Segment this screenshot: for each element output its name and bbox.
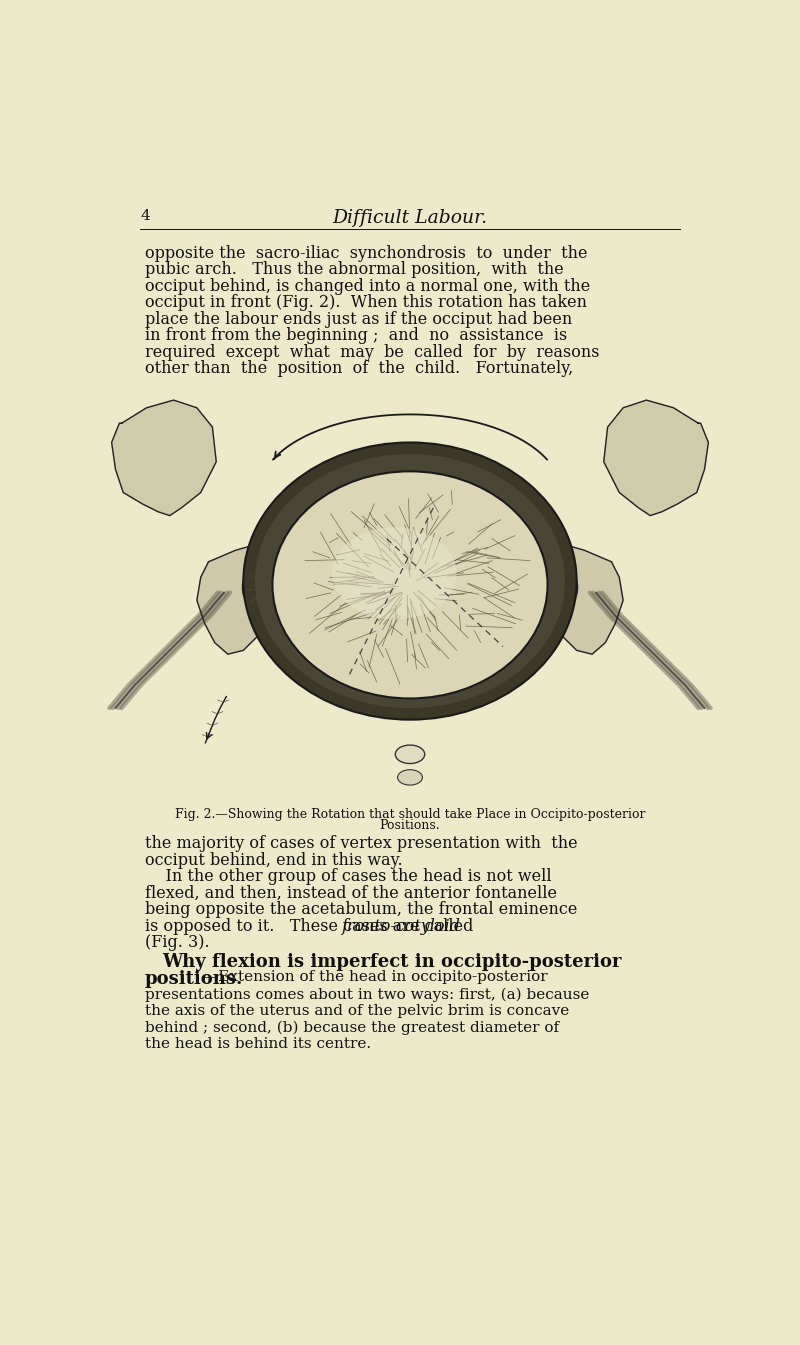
Ellipse shape bbox=[398, 769, 422, 785]
Ellipse shape bbox=[255, 455, 565, 707]
Text: In the other group of cases the head is not well: In the other group of cases the head is … bbox=[145, 869, 551, 885]
Text: flexed, and then, instead of the anterior fontanelle: flexed, and then, instead of the anterio… bbox=[145, 885, 557, 901]
Text: the axis of the uterus and of the pelvic brim is concave: the axis of the uterus and of the pelvic… bbox=[145, 1003, 570, 1018]
Text: Why flexion is imperfect in occipito-posterior: Why flexion is imperfect in occipito-pos… bbox=[162, 952, 622, 971]
Text: Difficult Labour.: Difficult Labour. bbox=[333, 208, 487, 227]
Text: occiput in front (Fig. 2).  When this rotation has taken: occiput in front (Fig. 2). When this rot… bbox=[145, 295, 587, 311]
Text: presentations comes about in two ways: first, (a) because: presentations comes about in two ways: f… bbox=[145, 987, 590, 1002]
Text: 4: 4 bbox=[140, 208, 150, 223]
Text: other than  the  position  of  the  child.   Fortunately,: other than the position of the child. Fo… bbox=[145, 360, 573, 378]
Text: Fig. 2.—Showing the Rotation that should take Place in Occipito-posterior: Fig. 2.—Showing the Rotation that should… bbox=[174, 808, 646, 822]
Text: in front from the beginning ;  and  no  assistance  is: in front from the beginning ; and no ass… bbox=[145, 327, 567, 344]
Polygon shape bbox=[112, 399, 216, 515]
Text: Positions.: Positions. bbox=[380, 819, 440, 833]
Polygon shape bbox=[340, 465, 480, 514]
Text: being opposite the acetabulum, the frontal eminence: being opposite the acetabulum, the front… bbox=[145, 901, 578, 919]
Text: (Fig. 3).: (Fig. 3). bbox=[145, 935, 210, 951]
Ellipse shape bbox=[273, 471, 547, 698]
Text: the majority of cases of vertex presentation with  the: the majority of cases of vertex presenta… bbox=[145, 835, 578, 853]
Ellipse shape bbox=[242, 565, 283, 612]
Text: occiput behind, end in this way.: occiput behind, end in this way. bbox=[145, 851, 402, 869]
Text: fronto-cotyloid: fronto-cotyloid bbox=[342, 917, 461, 935]
Text: place the labour ends just as if the occiput had been: place the labour ends just as if the occ… bbox=[145, 311, 572, 328]
Ellipse shape bbox=[243, 443, 577, 720]
Text: required  except  what  may  be  called  for  by  reasons: required except what may be called for b… bbox=[145, 344, 599, 360]
Ellipse shape bbox=[395, 745, 425, 764]
Text: occiput behind, is changed into a normal one, with the: occiput behind, is changed into a normal… bbox=[145, 277, 590, 295]
Text: opposite the  sacro-iliac  synchondrosis  to  under  the: opposite the sacro-iliac synchondrosis t… bbox=[145, 245, 587, 261]
Ellipse shape bbox=[333, 527, 457, 620]
Polygon shape bbox=[197, 542, 290, 654]
Ellipse shape bbox=[543, 572, 571, 605]
Text: —Extension of the head in occipito-posterior: —Extension of the head in occipito-poste… bbox=[203, 970, 548, 985]
Polygon shape bbox=[530, 542, 623, 654]
Text: pubic arch.   Thus the abnormal position,  with  the: pubic arch. Thus the abnormal position, … bbox=[145, 261, 564, 278]
Text: positions.: positions. bbox=[145, 970, 243, 987]
Polygon shape bbox=[604, 399, 708, 515]
Text: the head is behind its centre.: the head is behind its centre. bbox=[145, 1037, 371, 1050]
Ellipse shape bbox=[249, 572, 277, 605]
Text: is opposed to it.   These cases are called: is opposed to it. These cases are called bbox=[145, 917, 478, 935]
Text: behind ; second, (b) because the greatest diameter of: behind ; second, (b) because the greates… bbox=[145, 1021, 559, 1034]
Ellipse shape bbox=[537, 565, 578, 612]
